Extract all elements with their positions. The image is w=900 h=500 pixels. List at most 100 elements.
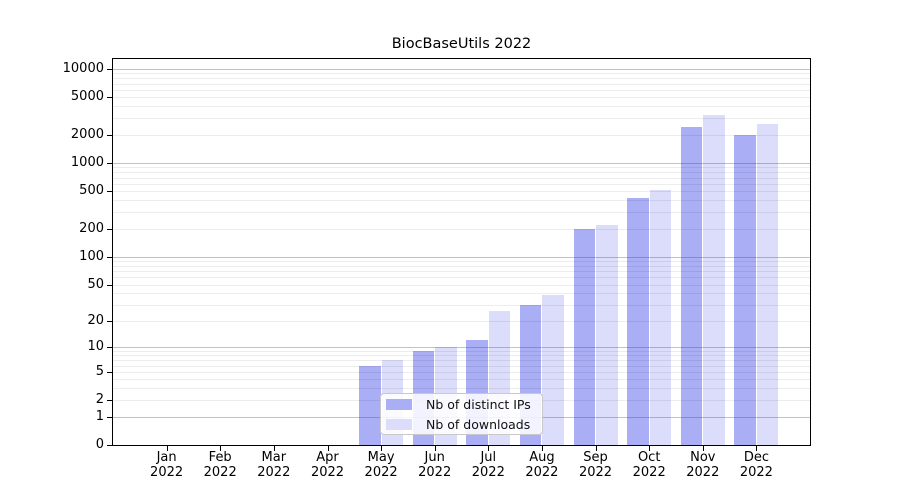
x-tick-label-jun: Jun 2022	[405, 450, 465, 480]
gridline-800	[113, 172, 810, 174]
gridline-20	[113, 320, 810, 322]
x-tick-label-sep: Sep 2022	[566, 450, 626, 480]
x-tick-mark-jun	[434, 446, 436, 451]
x-tick-label-dec: Dec 2022	[726, 450, 786, 480]
x-tick-mark-jul	[488, 446, 490, 451]
gridline-40	[113, 293, 810, 295]
month-label: May	[367, 450, 395, 465]
x-tick-mark-may	[381, 446, 383, 451]
bar-dec-distinct-ips	[734, 135, 756, 445]
x-tick-label-oct: Oct 2022	[619, 450, 679, 480]
gridline-30	[113, 304, 810, 306]
y-tick-mark-50	[107, 284, 112, 286]
y-tick-label-200: 200	[79, 220, 104, 236]
gridline-7	[113, 360, 810, 362]
legend-label: Nb of downloads	[426, 416, 531, 432]
gridline-5	[113, 371, 810, 373]
gridline-3000	[113, 118, 810, 120]
bar-sep-distinct-ips	[573, 228, 595, 445]
month-label: Oct	[637, 450, 661, 465]
legend-row-downloads: Nb of downloads	[381, 414, 542, 434]
gridline-70	[113, 271, 810, 272]
legend-swatch-downloads	[386, 418, 412, 430]
month-label: Jan	[156, 450, 177, 465]
x-tick-mark-feb	[220, 446, 222, 451]
year-label: 2022	[364, 464, 398, 480]
legend-swatch-distinct-ips	[386, 398, 412, 410]
bar-sep-downloads	[596, 224, 618, 445]
year-label: 2022	[418, 464, 452, 480]
gridline-300	[113, 212, 810, 213]
month-label: Nov	[690, 450, 716, 465]
y-tick-label-5000: 5000	[70, 89, 104, 105]
chart-title: BiocBaseUtils 2022	[391, 36, 532, 52]
x-tick-mark-jan	[166, 446, 168, 451]
gridline-6000	[113, 89, 810, 91]
x-tick-label-jul: Jul 2022	[458, 450, 518, 480]
y-tick-label-0: 0	[95, 437, 104, 452]
gridline-90	[113, 260, 810, 262]
y-tick-mark-10	[107, 347, 112, 349]
x-tick-mark-aug	[541, 446, 543, 451]
x-tick-label-aug: Aug 2022	[512, 450, 572, 480]
bar-aug-downloads	[542, 295, 564, 445]
gridline-1000	[113, 163, 810, 164]
y-tick-mark-5000	[107, 97, 112, 99]
y-tick-mark-200	[107, 228, 112, 230]
year-label: 2022	[203, 464, 237, 480]
gridline-9000	[113, 73, 810, 75]
month-label: Sep	[583, 450, 608, 465]
year-label: 2022	[471, 464, 505, 480]
bar-oct-downloads	[649, 190, 672, 445]
month-label: Jun	[424, 450, 445, 465]
x-tick-label-feb: Feb 2022	[190, 450, 250, 480]
y-tick-label-20: 20	[87, 312, 104, 328]
gridline-4	[113, 379, 810, 381]
y-tick-mark-20	[107, 320, 112, 322]
month-label: Jul	[480, 450, 497, 465]
legend-label: Nb of distinct IPs	[426, 396, 531, 412]
bar-oct-distinct-ips	[627, 198, 649, 445]
year-label: 2022	[686, 464, 720, 480]
x-tick-label-nov: Nov 2022	[673, 450, 733, 480]
month-label: Feb	[208, 450, 232, 465]
y-tick-mark-5	[107, 371, 112, 373]
y-tick-mark-1	[107, 416, 112, 418]
year-label: 2022	[525, 464, 559, 480]
y-tick-label-10: 10	[87, 339, 104, 355]
gridline-600	[113, 183, 810, 185]
gridline-10000	[113, 69, 810, 70]
bar-nov-distinct-ips	[680, 126, 703, 445]
y-tick-label-500: 500	[79, 183, 104, 199]
legend: Nb of distinct IPs Nb of downloads	[380, 393, 543, 435]
y-tick-mark-2	[107, 400, 112, 402]
grid-layer	[113, 59, 810, 445]
gridline-2000	[113, 134, 810, 136]
gridline-200	[113, 228, 810, 230]
bar-may-distinct-ips	[359, 365, 381, 445]
x-tick-label-jan: Jan 2022	[137, 450, 197, 480]
gridline-60	[113, 277, 810, 279]
gridline-8000	[113, 78, 810, 80]
y-tick-label-2000: 2000	[70, 126, 104, 142]
y-tick-label-1: 1	[95, 408, 104, 424]
y-tick-label-2: 2	[95, 392, 104, 408]
gridline-500	[113, 191, 810, 193]
gridline-5000	[113, 97, 810, 99]
y-tick-mark-2000	[107, 134, 112, 136]
gridline-700	[113, 177, 810, 179]
gridline-10	[113, 347, 810, 349]
year-label: 2022	[310, 464, 345, 480]
year-label: 2022	[632, 464, 666, 480]
x-tick-label-mar: Mar 2022	[244, 450, 304, 480]
y-tick-mark-10000	[107, 69, 112, 70]
x-tick-mark-dec	[756, 446, 758, 451]
gridline-4000	[113, 106, 810, 108]
gridline-9	[113, 351, 810, 352]
gridline-50	[113, 284, 810, 286]
y-tick-mark-500	[107, 191, 112, 193]
y-tick-label-1000: 1000	[70, 155, 104, 170]
month-label: Mar	[261, 450, 287, 465]
y-tick-label-50: 50	[87, 276, 104, 292]
